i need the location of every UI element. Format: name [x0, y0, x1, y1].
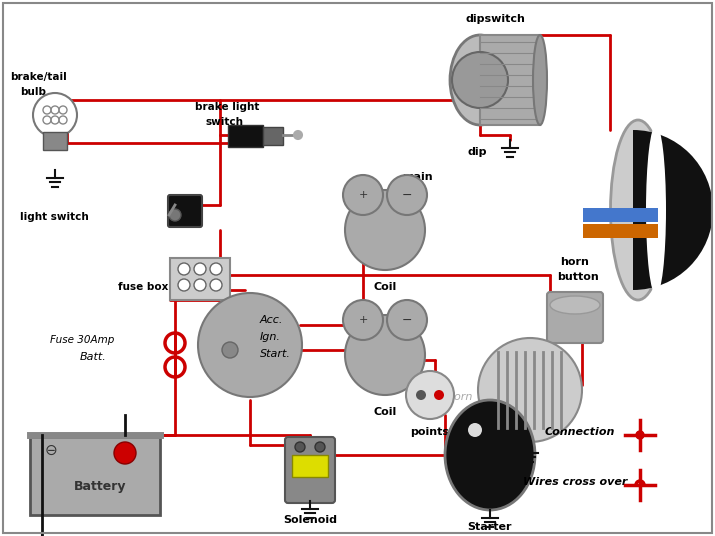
Text: horn: horn: [448, 392, 473, 402]
Text: Fuse 30Amp: Fuse 30Amp: [50, 335, 114, 345]
FancyBboxPatch shape: [583, 224, 658, 238]
Ellipse shape: [450, 35, 510, 125]
Text: fuse box: fuse box: [118, 282, 168, 292]
Text: −: −: [402, 189, 413, 202]
Text: Starter: Starter: [468, 522, 512, 532]
Text: Battery: Battery: [74, 480, 127, 493]
Circle shape: [343, 175, 383, 215]
FancyBboxPatch shape: [285, 437, 335, 503]
Text: points: points: [410, 427, 450, 437]
FancyBboxPatch shape: [228, 125, 263, 147]
Circle shape: [194, 279, 206, 291]
FancyBboxPatch shape: [547, 292, 603, 343]
Text: Wires cross over: Wires cross over: [523, 477, 627, 487]
Text: Acc.: Acc.: [260, 315, 283, 325]
Ellipse shape: [533, 35, 547, 125]
Text: brake light: brake light: [195, 102, 260, 112]
Text: horn: horn: [560, 257, 589, 267]
Circle shape: [198, 293, 302, 397]
Text: Solenoid: Solenoid: [283, 515, 337, 525]
Circle shape: [452, 52, 508, 108]
Text: Start.: Start.: [260, 349, 291, 359]
Circle shape: [416, 390, 426, 400]
Text: brake/tail: brake/tail: [10, 72, 66, 82]
Ellipse shape: [611, 120, 666, 300]
Circle shape: [194, 263, 206, 275]
Circle shape: [434, 390, 444, 400]
Text: +: +: [358, 190, 368, 200]
Circle shape: [178, 279, 190, 291]
Circle shape: [33, 93, 77, 137]
Text: bulb: bulb: [20, 87, 46, 97]
Ellipse shape: [550, 296, 600, 314]
Text: Coil: Coil: [373, 407, 397, 417]
Circle shape: [294, 131, 302, 139]
Circle shape: [345, 315, 425, 395]
Circle shape: [636, 431, 644, 439]
Circle shape: [210, 279, 222, 291]
FancyBboxPatch shape: [30, 437, 160, 515]
Text: dipswitch: dipswitch: [465, 14, 525, 24]
Ellipse shape: [445, 400, 535, 510]
Circle shape: [315, 442, 325, 452]
FancyBboxPatch shape: [292, 455, 328, 477]
Circle shape: [478, 338, 582, 442]
FancyBboxPatch shape: [583, 208, 658, 222]
Text: dip: dip: [468, 147, 488, 157]
Text: Batt.: Batt.: [80, 352, 107, 362]
Circle shape: [114, 442, 136, 464]
Circle shape: [387, 175, 427, 215]
Ellipse shape: [646, 125, 666, 295]
Circle shape: [295, 442, 305, 452]
Text: Connection: Connection: [545, 427, 616, 437]
Text: ⊖: ⊖: [45, 443, 58, 458]
Text: button: button: [557, 272, 598, 282]
Circle shape: [406, 371, 454, 419]
Circle shape: [169, 209, 181, 221]
Circle shape: [210, 263, 222, 275]
FancyBboxPatch shape: [168, 195, 202, 227]
Circle shape: [343, 300, 383, 340]
Text: −: −: [402, 314, 413, 326]
Text: Coil: Coil: [373, 282, 397, 292]
FancyBboxPatch shape: [170, 258, 230, 300]
Text: main: main: [402, 172, 433, 182]
FancyBboxPatch shape: [43, 132, 67, 150]
FancyBboxPatch shape: [480, 35, 540, 125]
Text: switch: switch: [205, 117, 243, 127]
Circle shape: [387, 300, 427, 340]
Text: light switch: light switch: [20, 212, 89, 222]
Circle shape: [468, 423, 482, 437]
Wedge shape: [633, 130, 713, 290]
FancyBboxPatch shape: [263, 127, 283, 145]
Circle shape: [178, 263, 190, 275]
Text: Ign.: Ign.: [260, 332, 281, 342]
Text: +: +: [358, 315, 368, 325]
Circle shape: [345, 190, 425, 270]
Circle shape: [222, 342, 238, 358]
